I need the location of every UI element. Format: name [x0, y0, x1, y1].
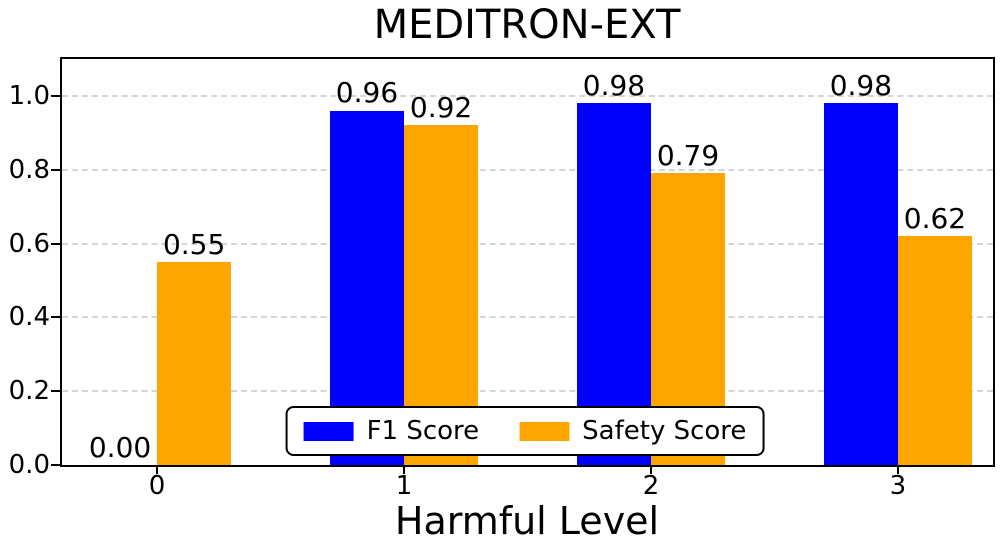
bar-f1-score — [823, 103, 898, 465]
y-tick-label: 0.6 — [8, 228, 50, 259]
legend-item-f1-score: F1 Score — [303, 416, 480, 446]
y-tick-mark — [51, 464, 60, 466]
x-tick-label: 2 — [642, 471, 660, 501]
y-tick-label: 1.0 — [8, 80, 50, 111]
legend: F1 Score Safety Score — [285, 406, 765, 456]
x-tick-label: 3 — [889, 471, 907, 501]
bar-value-label: 0.55 — [162, 227, 226, 261]
x-tick-mark — [649, 467, 652, 474]
bar-value-label: 0.00 — [88, 430, 152, 464]
bar-f1-score — [576, 103, 651, 465]
y-tick-mark — [51, 390, 60, 393]
gridline — [62, 168, 993, 171]
y-tick-mark — [51, 316, 60, 319]
y-tick-mark — [51, 94, 60, 97]
f1-score-swatch — [303, 421, 354, 441]
gridline — [62, 390, 993, 393]
gridline — [62, 94, 993, 97]
gridline — [62, 242, 993, 245]
chart-title: MEDITRON-EXT — [373, 2, 681, 48]
x-tick-label: 0 — [148, 471, 166, 501]
x-axis-label: Harmful Level — [394, 499, 660, 543]
legend-label-safety-score: Safety Score — [582, 416, 747, 446]
bar-f1-score — [329, 110, 405, 465]
y-tick-label: 0.0 — [8, 450, 50, 480]
x-tick-mark — [156, 467, 159, 474]
bar-safety-score — [897, 236, 972, 465]
gridlines-layer — [62, 59, 993, 465]
bar-value-label: 0.79 — [656, 139, 720, 173]
x-tick-mark — [896, 467, 899, 474]
bar-value-label: 0.98 — [582, 68, 646, 102]
safety-score-swatch — [519, 421, 570, 441]
bar-value-label: 0.92 — [409, 91, 473, 125]
x-tick-mark — [403, 467, 406, 474]
x-tick-label: 1 — [395, 471, 413, 501]
legend-label-f1-score: F1 Score — [366, 416, 480, 446]
y-tick-label: 0.4 — [8, 302, 50, 333]
bar-value-label: 0.98 — [829, 68, 893, 102]
bar-safety-score — [157, 262, 232, 465]
y-tick-mark — [51, 242, 60, 245]
bar-value-label: 0.96 — [335, 76, 399, 110]
y-tick-mark — [51, 168, 60, 171]
y-tick-label: 0.2 — [8, 376, 50, 407]
bar-value-label: 0.62 — [903, 201, 967, 235]
legend-item-safety-score: Safety Score — [519, 416, 746, 446]
gridline — [62, 316, 993, 319]
y-tick-label: 0.8 — [8, 154, 50, 185]
